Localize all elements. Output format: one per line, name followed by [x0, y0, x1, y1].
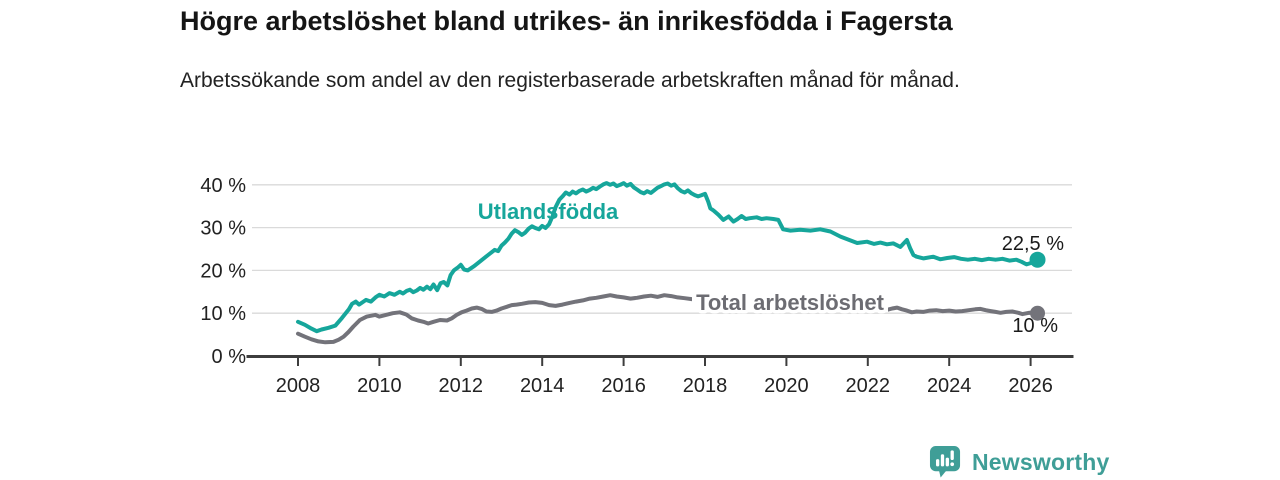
series-label-utlandsfodda: Utlandsfödda [478, 199, 619, 224]
x-tick-label: 2018 [683, 375, 728, 397]
chart-title: Högre arbetslöshet bland utrikes- än inr… [180, 6, 953, 36]
chart-subtitle: Arbetssökande som andel av den registerb… [180, 69, 960, 92]
x-tick-label: 2014 [520, 375, 565, 397]
line-total-arbetsloshet [296, 293, 1040, 345]
x-tick-label: 2020 [764, 375, 809, 397]
end-dot-total [1030, 305, 1046, 321]
series-lines [296, 181, 1040, 345]
x-tick-label: 2010 [357, 375, 402, 397]
series-label-mask [692, 290, 888, 312]
y-tick-label: 30 % [200, 218, 246, 240]
end-value-total: 10 % [1012, 315, 1058, 337]
x-tick-label: 2026 [1008, 375, 1053, 397]
x-tick-label: 2022 [846, 375, 891, 397]
x-axis: 2008 2010 2012 2014 2016 2018 2020 2022 2024 2026 [246, 355, 1074, 397]
y-tick-label: 40 % [200, 175, 246, 197]
newsworthy-logo[interactable]: Newsworthy [929, 445, 1109, 479]
brand-name: Newsworthy [972, 448, 1110, 475]
x-tick-label: 2024 [927, 375, 972, 397]
series-label-total-arbetsloshet: Total arbetslöshet [696, 290, 885, 315]
y-tick-label: 0 % [212, 346, 247, 368]
x-tick-label: 2012 [439, 375, 484, 397]
end-dot-utlandsfodda [1029, 251, 1046, 268]
gridlines: 0 % 10 % 20 % 30 % 40 % [200, 175, 1072, 368]
line-utlandsfodda [296, 181, 1040, 334]
end-value-utlandsfodda: 22,5 % [1002, 233, 1064, 255]
newsworthy-icon [929, 445, 961, 478]
y-tick-label: 10 % [200, 303, 246, 325]
y-tick-label: 20 % [200, 260, 246, 282]
x-tick-label: 2008 [276, 375, 321, 397]
x-tick-label: 2016 [601, 375, 646, 397]
